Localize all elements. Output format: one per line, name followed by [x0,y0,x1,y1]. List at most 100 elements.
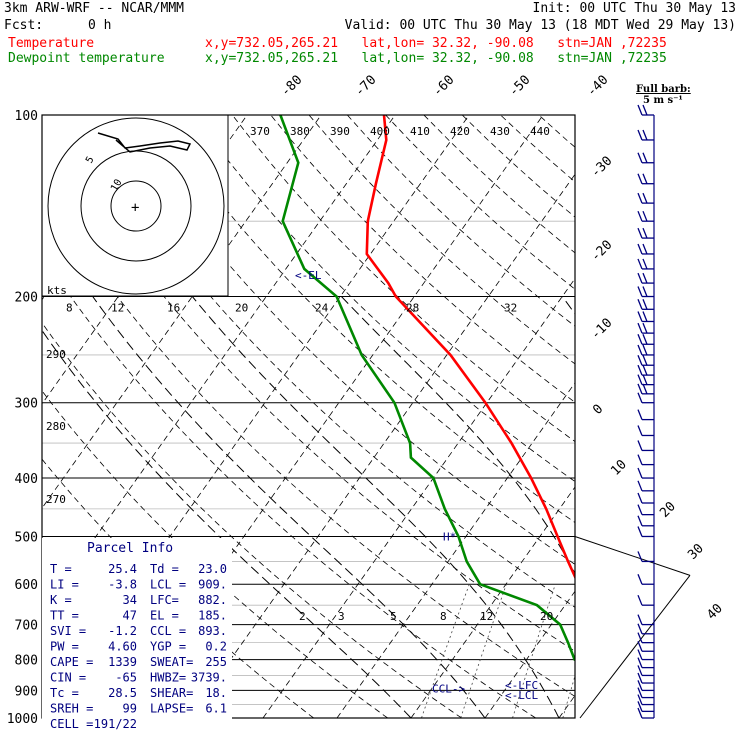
header-fcst-value: 0 h [88,18,112,33]
parcel-row-label: HWBZ= [150,671,186,685]
wind-barb [642,243,648,255]
hodograph-kts: kts [47,284,67,297]
wind-barb [642,152,648,163]
pressure-label: 200 [15,291,38,306]
wind-barb [642,227,648,239]
wind-barb [637,409,643,420]
mixing-ratio-label: 8 [440,610,447,623]
parcel-row-label: SREH = [50,702,93,716]
mixing-ratio-label: 2 [299,610,306,623]
isotherm [410,486,575,718]
header-valid: Valid: 00 UTC Thu 30 May 13 (18 MDT Wed … [344,18,736,33]
dry-adiabat [270,115,575,403]
skewed-temp-label: -50 [506,73,533,100]
isotherm [188,173,575,718]
parcel-row-value: -3.8 [108,578,137,592]
wind-barb [637,311,643,322]
dry-adiabat [308,115,575,365]
wind-barb [642,299,648,310]
mixing-ratio-line [421,584,470,718]
speed-tick-label: 28 [406,302,419,315]
parcel-row-value: 25.4 [108,562,137,576]
wind-barb [642,173,648,184]
skewed-temp-label: -80 [278,73,305,100]
barb-legend-line2: 5 m s⁻¹ [643,95,683,106]
dry-adiabat [654,115,740,718]
parcel-row-value: 0.2 [205,640,227,654]
temperature-line-name: Temperature [8,36,95,51]
skewed-temp-label: -60 [430,73,457,100]
parcel-row-value: 99 [123,702,137,716]
wind-barb [637,152,643,163]
parcel-row-label: CELL = [50,717,93,731]
wind-barb [642,374,648,385]
wind-barb [637,504,643,515]
theta-label: 390 [330,125,350,138]
theta-label: 370 [250,125,270,138]
wind-barb [637,594,643,606]
mixing-ratio-line [460,584,507,718]
parcel-row-label: TT = [50,609,79,623]
wind-barb [637,707,643,719]
dry-adiabat [616,115,740,718]
dry-adiabat [42,390,388,718]
dry-adiabat [42,116,575,652]
level-marker: H* [443,530,456,543]
header-fcst-label: Fcst: [4,18,44,33]
parcel-info-box [42,538,232,720]
wind-barb [642,322,648,334]
speed-tick-label: 16 [167,302,180,315]
parcel-row-label: K = [50,593,72,607]
skewed-temp-label: -40 [584,73,611,100]
parcel-row-label: EL = [150,609,179,623]
moist-adiabat [42,329,412,718]
pressure-label: 100 [15,109,38,124]
wind-barb [637,526,643,537]
hodograph-ring-label: 10 [109,178,125,194]
pressure-label: 700 [15,619,38,634]
wind-barb [637,657,643,668]
moist-adiabat [92,296,486,718]
parcel-row-label: Td = [150,562,179,576]
dry-adiabat-label: 280 [46,420,66,433]
barb-legend-line1: Full barb: [636,84,691,95]
parcel-row-label: CCL = [150,624,186,638]
extension-line [579,575,691,719]
wind-barb [637,286,643,297]
skewed-temp-label: 30 [685,541,707,563]
wind-barb [637,649,643,660]
mixing-ratio-label: 3 [338,610,345,623]
wind-barb [637,243,643,255]
parcel-row-value: 909. [198,578,227,592]
hodograph-ring-label: 5 [84,155,97,166]
wind-barb [637,492,643,504]
parcel-row-value: 882. [198,593,227,607]
dry-adiabat [117,115,575,565]
dry-adiabat [193,115,575,483]
wind-barb [642,286,648,297]
dewpoint-profile [279,115,575,662]
wind-barb [637,364,643,376]
skewed-temp-label: 40 [704,601,726,623]
wind-barb [637,665,643,676]
hodograph-ring [110,180,162,232]
speed-tick-label: 32 [504,302,517,315]
parcel-row-label: SHEAR= [150,686,193,700]
parcel-row-label: CIN = [50,671,86,685]
speed-tick-label: 24 [315,302,329,315]
parcel-row-label: LI = [50,578,79,592]
wind-barb [642,210,648,222]
dry-adiabat-label: 270 [46,493,66,506]
temperature-line-info: x,y=732.05,265.21 lat,lon= 32.32, -90.08… [205,36,667,51]
parcel-row-value: 34 [123,593,137,607]
parcel-row-value: 191/22 [94,717,137,731]
header-model: 3km ARW-WRF -- NCAR/MMM [4,1,185,16]
speed-tick-label: 8 [66,302,73,315]
wind-barb [637,614,643,625]
wind-barb [637,374,643,385]
wind-barb [637,701,643,712]
wind-barb [637,344,643,356]
parcel-row-value: 28.5 [108,686,137,700]
mixing-ratio-label: 12 [480,610,493,623]
